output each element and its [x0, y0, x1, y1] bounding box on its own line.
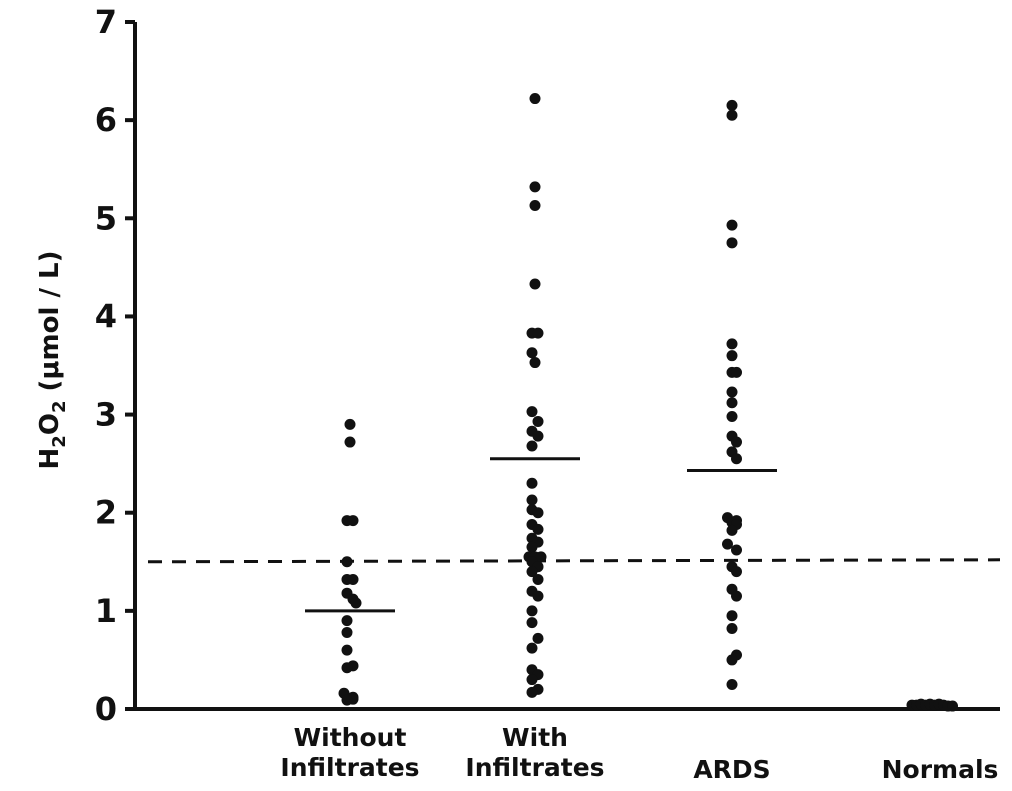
y-axis-label-part: 2 — [49, 435, 70, 448]
data-point — [341, 556, 353, 568]
data-point — [350, 597, 362, 609]
data-point — [529, 181, 541, 193]
data-point — [529, 278, 541, 290]
data-point — [535, 551, 547, 563]
x-category-label: Infiltrates — [465, 753, 604, 782]
data-point — [731, 436, 742, 448]
y-tick-label: 1 — [95, 592, 117, 630]
data-point — [726, 237, 738, 249]
data-point — [726, 386, 738, 398]
data-point — [532, 430, 544, 442]
data-point — [344, 418, 356, 430]
data-point — [731, 366, 742, 378]
data-point — [731, 544, 742, 556]
data-point — [529, 200, 541, 212]
y-axis-label-part: H — [35, 448, 65, 470]
data-point — [532, 523, 544, 535]
data-point — [526, 605, 538, 617]
data-point — [347, 573, 359, 585]
y-tick-label: 5 — [95, 199, 117, 237]
data-point — [526, 494, 538, 506]
data-point — [529, 93, 541, 105]
data-point — [532, 573, 544, 585]
data-point — [532, 590, 544, 602]
data-point — [726, 350, 738, 362]
x-category-label: Without — [294, 723, 407, 752]
data-point — [341, 644, 353, 656]
y-tick-label: 4 — [95, 297, 117, 335]
data-point — [341, 662, 353, 674]
data-point — [526, 686, 538, 698]
data-point — [722, 538, 733, 550]
data-point — [947, 700, 958, 712]
data-point — [726, 109, 738, 121]
reference-line — [147, 558, 1001, 564]
data-point — [731, 453, 742, 465]
data-point — [526, 642, 538, 654]
y-tick-label: 7 — [95, 3, 117, 41]
data-point — [347, 515, 359, 527]
x-category-label: Normals — [882, 755, 999, 784]
data-point — [529, 357, 541, 369]
data-point — [731, 590, 742, 602]
data-point — [341, 694, 353, 706]
data-point — [526, 674, 538, 686]
data-point — [726, 654, 738, 666]
y-axis-label: H2O2 (μmol / L) — [35, 251, 70, 470]
data-point — [726, 411, 738, 423]
x-category-label: With — [502, 723, 568, 752]
y-axis-label-part: 2 — [49, 401, 70, 414]
y-tick-label: 0 — [95, 690, 117, 728]
data-point — [726, 338, 738, 350]
y-axis-label-part: O — [35, 413, 65, 435]
data-point — [526, 541, 538, 553]
data-point — [726, 219, 738, 231]
data-point — [526, 477, 538, 489]
data-point — [726, 678, 738, 690]
data-point — [532, 415, 544, 427]
data-point — [526, 347, 538, 359]
data-point — [726, 610, 738, 622]
data-point — [526, 617, 538, 629]
data-point — [726, 623, 738, 635]
data-point — [526, 566, 538, 578]
y-axis-label-part: (μmol / L) — [35, 251, 65, 401]
data-point — [726, 397, 738, 409]
data-point — [532, 327, 544, 339]
y-tick-label: 2 — [95, 494, 117, 532]
data-point — [726, 99, 738, 111]
y-tick-label: 3 — [95, 396, 117, 434]
data-point — [341, 615, 353, 627]
data-point — [532, 632, 544, 644]
x-category-label: Infiltrates — [280, 753, 419, 782]
data-point — [731, 566, 742, 578]
data-point — [344, 436, 356, 448]
data-point — [532, 507, 544, 519]
x-category-label: ARDS — [693, 755, 770, 784]
y-tick-label: 6 — [95, 101, 117, 139]
data-point — [341, 626, 353, 638]
data-point — [526, 440, 538, 452]
data-point — [726, 524, 738, 536]
data-point — [526, 406, 538, 418]
